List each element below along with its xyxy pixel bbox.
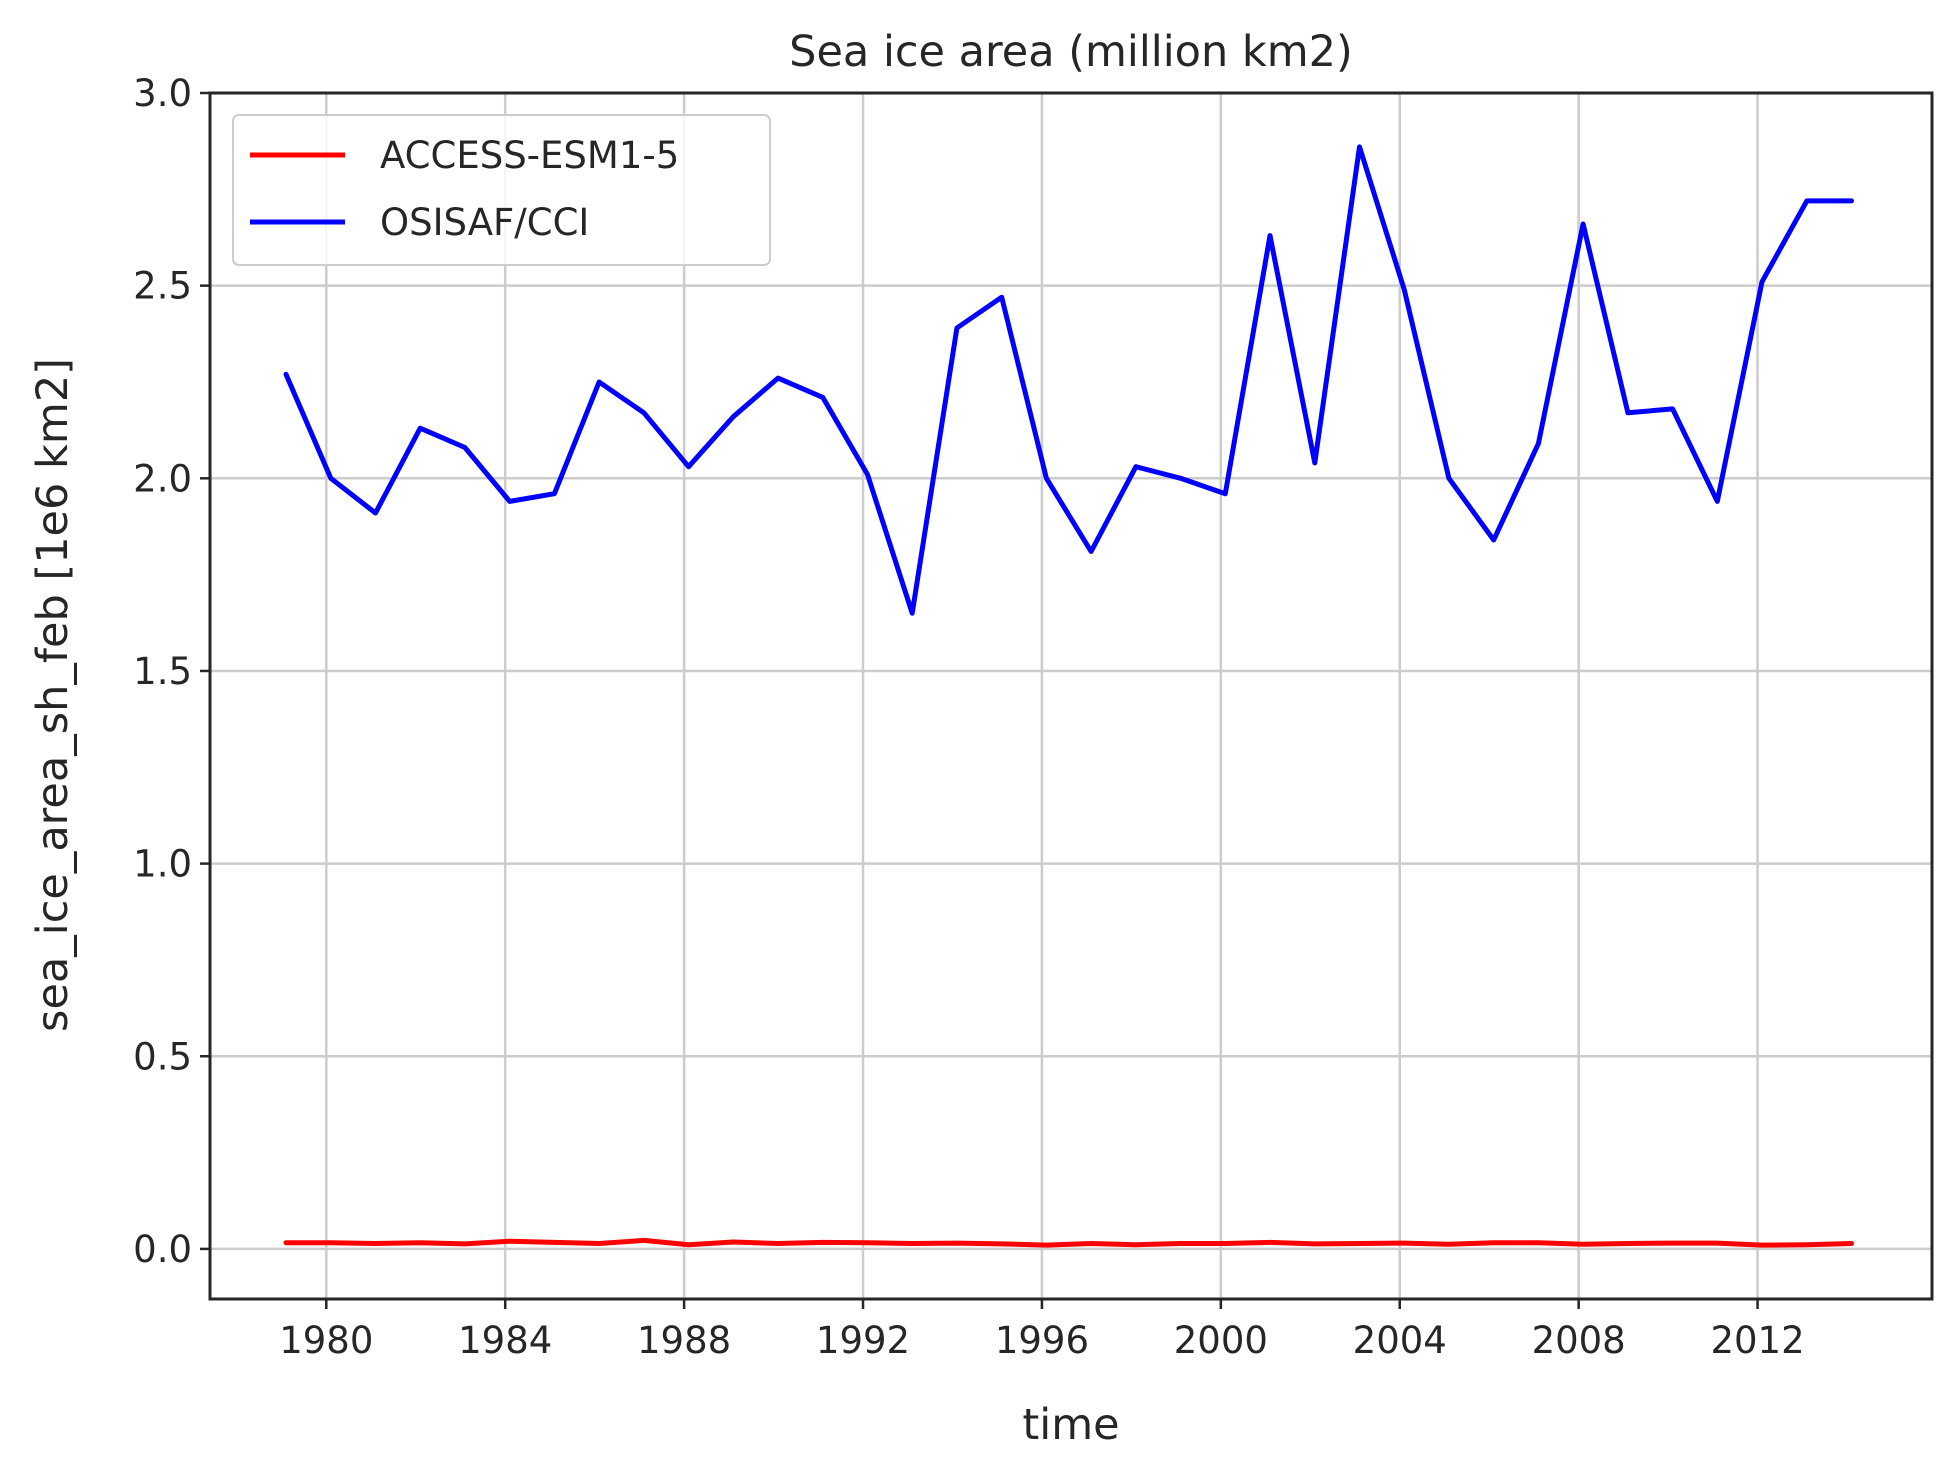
x-tick-label: 1980 <box>279 1319 373 1362</box>
legend-box <box>232 114 771 266</box>
y-tick-label: 1.0 <box>133 843 192 886</box>
legend-label-access: ACCESS-ESM1-5 <box>380 134 679 177</box>
y-tick-label: 0.5 <box>133 1035 192 1078</box>
x-tick-label: 1996 <box>995 1319 1089 1362</box>
axis-ticks: 1980 1984 1988 1992 1996 2000 2004 2008 2012 0.0 0… <box>133 72 1804 1362</box>
x-tick-label: 1984 <box>458 1319 552 1362</box>
y-tick-label: 2.0 <box>133 457 192 500</box>
series-lines <box>283 144 1854 1248</box>
x-tick-label: 1992 <box>816 1319 910 1362</box>
series-line-access-esm1-5 <box>283 1237 1854 1248</box>
chart-title: Sea ice area (million km2) <box>789 27 1353 77</box>
series-line-osisaf-cci <box>283 144 1854 616</box>
legend-label-osisaf: OSISAF/CCI <box>380 201 589 244</box>
x-tick-label: 2004 <box>1353 1319 1447 1362</box>
y-tick-label: 2.5 <box>133 265 192 308</box>
plot-frame <box>208 91 1934 1301</box>
y-axis-label: sea_ice_area_sh_feb [1e6 km2] <box>28 358 78 1032</box>
x-tick-label: 2000 <box>1174 1319 1268 1362</box>
legend: ACCESS-ESM1-5 OSISAF/CCI <box>232 114 771 266</box>
y-tick-label: 0.0 <box>133 1228 192 1271</box>
x-axis-label: time <box>1022 1400 1119 1450</box>
y-tick-label: 1.5 <box>133 650 192 693</box>
x-tick-label: 2008 <box>1532 1319 1626 1362</box>
y-tick-label: 3.0 <box>133 72 192 115</box>
x-tick-label: 1988 <box>637 1319 731 1362</box>
x-tick-label: 2012 <box>1710 1319 1804 1362</box>
